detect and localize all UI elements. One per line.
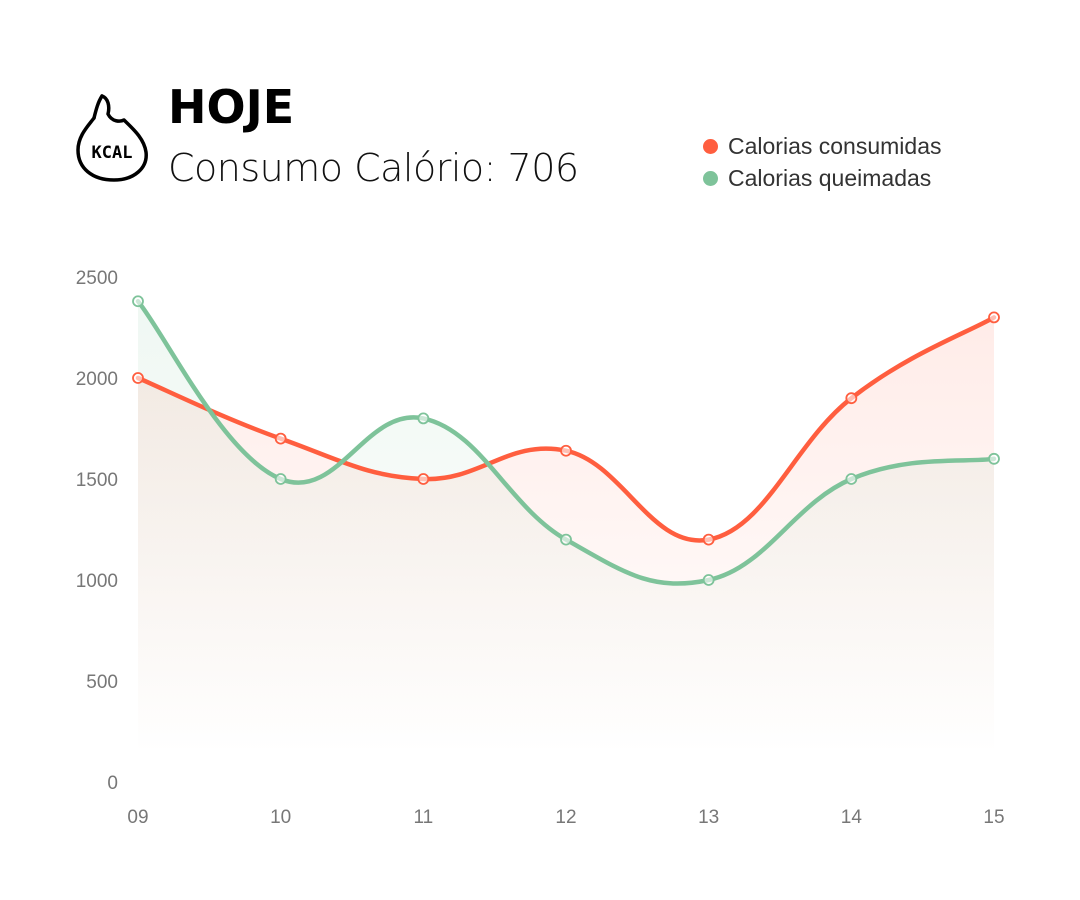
point-burned-13[interactable] bbox=[702, 574, 715, 586]
y-tick-label: 0 bbox=[107, 773, 118, 794]
y-axis: 0 500 1000 1500 2000 2500 bbox=[76, 268, 118, 794]
point-burned-12[interactable] bbox=[560, 533, 572, 546]
x-tick-label: 15 bbox=[983, 807, 1004, 828]
point-burned-11[interactable] bbox=[417, 412, 430, 425]
legend-item-consumed[interactable]: Calorias consumidas bbox=[703, 130, 941, 162]
point-consumed-10[interactable] bbox=[274, 432, 287, 445]
area-fills bbox=[138, 301, 994, 755]
kcal-icon-text: KCAL bbox=[92, 143, 133, 163]
point-burned-10[interactable] bbox=[274, 473, 287, 485]
x-tick-label: 12 bbox=[555, 807, 576, 828]
legend-label-burned: Calorias queimadas bbox=[728, 164, 932, 191]
legend-label-consumed: Calorias consumidas bbox=[728, 132, 942, 159]
point-burned-15[interactable] bbox=[988, 452, 1000, 465]
chart-legend: Calorias consumidas Calorias queimadas bbox=[703, 130, 941, 194]
x-tick-label: 13 bbox=[698, 807, 719, 828]
legend-dot-consumed bbox=[703, 138, 718, 154]
point-burned-09[interactable] bbox=[132, 295, 144, 308]
point-consumed-14[interactable] bbox=[845, 392, 858, 405]
point-consumed-13[interactable] bbox=[702, 533, 715, 546]
point-consumed-12[interactable] bbox=[560, 444, 572, 457]
x-tick-label: 11 bbox=[413, 807, 433, 828]
calorie-summary: Consumo Calório: 706 bbox=[168, 146, 579, 190]
point-consumed-09[interactable] bbox=[132, 372, 144, 384]
y-tick-label: 2500 bbox=[76, 268, 118, 289]
y-tick-label: 2000 bbox=[76, 369, 118, 390]
legend-dot-burned bbox=[703, 170, 718, 186]
legend-item-burned[interactable]: Calorias queimadas bbox=[703, 162, 941, 194]
y-tick-label: 500 bbox=[86, 672, 118, 693]
kcal-flame-icon: KCAL bbox=[72, 92, 154, 184]
x-axis: 09 10 11 12 13 14 15 bbox=[127, 807, 1004, 828]
x-tick-label: 09 bbox=[127, 807, 148, 828]
page-title: HOJE bbox=[168, 80, 295, 134]
data-points bbox=[132, 295, 1000, 586]
point-consumed-15[interactable] bbox=[988, 311, 1000, 324]
x-tick-label: 14 bbox=[841, 807, 863, 828]
y-tick-label: 1000 bbox=[76, 571, 118, 592]
point-consumed-11[interactable] bbox=[417, 473, 430, 485]
area-burned bbox=[138, 301, 994, 755]
y-tick-label: 1500 bbox=[76, 470, 118, 491]
point-burned-14[interactable] bbox=[845, 473, 858, 485]
x-tick-label: 10 bbox=[270, 807, 291, 828]
